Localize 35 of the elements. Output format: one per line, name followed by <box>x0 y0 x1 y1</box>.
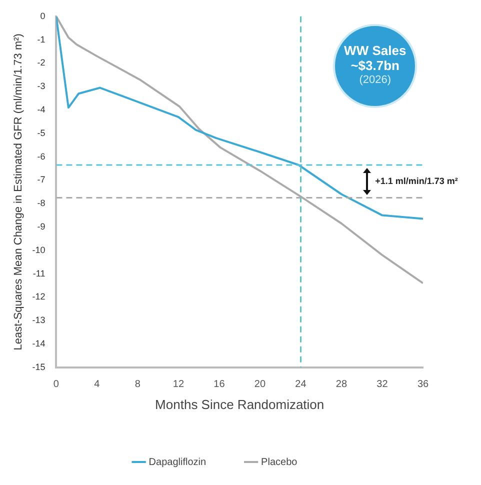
x-tick-label: 32 <box>376 379 388 390</box>
x-tick-label: 0 <box>53 379 60 390</box>
y-tick-label: -13 <box>32 315 46 326</box>
circle-badge: WW Sales ~$3.7bn (2026) <box>333 24 418 108</box>
x-tick-label: 28 <box>336 379 348 390</box>
x-tick-label: 8 <box>134 379 141 390</box>
y-tick-label: -14 <box>32 338 46 348</box>
x-tick-label: 16 <box>214 379 226 390</box>
annotation: ~$3.7bn <box>350 58 400 74</box>
y-tick-label: -3 <box>37 81 46 92</box>
y-tick-label: -2 <box>37 58 46 68</box>
legend-label: Placebo <box>261 456 298 468</box>
x-tick-label: 20 <box>254 379 266 390</box>
y-axis-title: Least-Squares Mean Change in Estimated GFR (ml/min/1.73 m²) <box>12 34 25 350</box>
y-tick-label: -6 <box>37 151 46 162</box>
y-tick-label: -11 <box>32 268 46 278</box>
y-tick-label: -10 <box>32 244 46 255</box>
y-tick-label: -8 <box>37 198 46 208</box>
legend-label: Dapagliflozin <box>148 456 206 468</box>
x-axis-title: Months Since Randomization <box>155 396 324 412</box>
y-tick-label: -1 <box>37 34 46 44</box>
y-tick-label: -7 <box>37 174 46 185</box>
x-tick-label: 12 <box>172 379 184 390</box>
y-tick-label: -15 <box>32 362 46 372</box>
x-tick-label: 24 <box>295 379 307 390</box>
x-tick-label: 36 <box>417 379 429 390</box>
annotation: WW Sales <box>344 43 406 58</box>
y-tick-label: -5 <box>37 128 46 138</box>
y-tick-label: -12 <box>32 292 46 302</box>
x-tick-label: 4 <box>94 379 100 390</box>
y-tick-label: -4 <box>37 104 46 114</box>
annotation: +1.1 ml/min/1.73 m² <box>375 176 458 186</box>
annotation: (2026) <box>359 73 391 88</box>
y-tick-label: 0 <box>40 10 46 21</box>
y-tick-label: -9 <box>37 221 46 232</box>
